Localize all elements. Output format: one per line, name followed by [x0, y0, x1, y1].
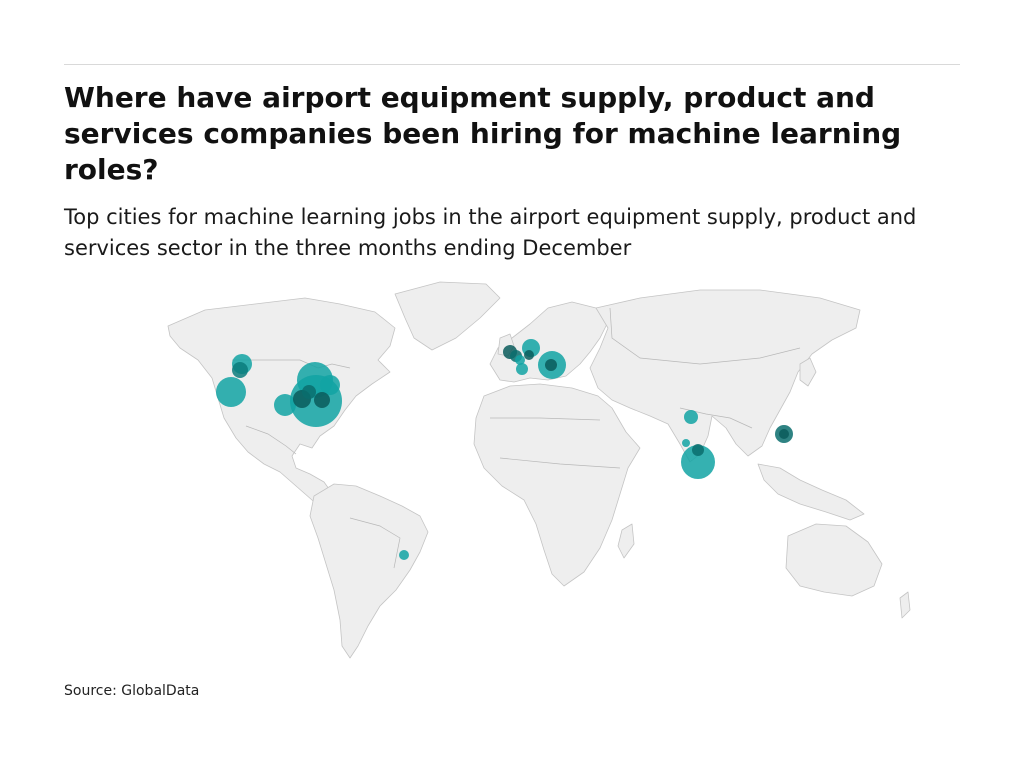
landmass-asia [589, 289, 861, 463]
city-bubble [232, 362, 248, 378]
city-bubble [399, 550, 409, 560]
landmass-south-america [309, 483, 429, 659]
border-africa-mid [499, 457, 621, 469]
city-bubble [779, 429, 789, 439]
landmass-australia [785, 523, 883, 597]
city-bubbles [216, 339, 793, 560]
city-bubble [692, 444, 704, 456]
city-bubble [515, 355, 525, 365]
city-bubble [524, 350, 534, 360]
landmass-southeast-asia [757, 463, 865, 521]
border-usa-mexico [245, 425, 297, 455]
top-divider [64, 64, 960, 65]
landmass-madagascar [617, 523, 635, 559]
city-bubble [684, 410, 698, 424]
source-note: Source: GlobalData [64, 683, 200, 699]
border-russia [609, 307, 801, 365]
landmass-africa [473, 383, 641, 587]
world-map [0, 268, 1024, 668]
chart-title: Where have airport equipment supply, pro… [64, 81, 902, 186]
city-bubble [216, 377, 246, 407]
city-bubble [682, 439, 690, 447]
world-map-svg [167, 281, 911, 659]
border-africa-north [490, 417, 601, 421]
city-bubble [274, 394, 296, 416]
city-bubble [516, 363, 528, 375]
city-bubble [545, 359, 557, 371]
city-bubble [314, 392, 330, 408]
border-brazil [349, 517, 401, 569]
city-bubble [681, 445, 715, 479]
landmass-greenland [394, 281, 501, 351]
landmass-japan [799, 357, 817, 387]
city-bubble [302, 385, 316, 399]
chart-subtitle: Top cities for machine learning jobs in … [64, 205, 917, 260]
landmass-new-zealand [899, 591, 911, 619]
